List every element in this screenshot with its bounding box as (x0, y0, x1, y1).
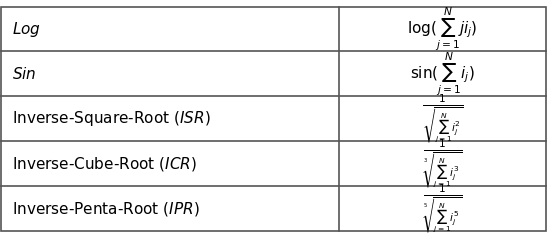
Text: $\sin(\sum_{j=1}^{N} i_j)$: $\sin(\sum_{j=1}^{N} i_j)$ (410, 50, 475, 98)
Text: $\frac{1}{\sqrt[5]{\sum_{j=1}^{N} i_j^5}}$: $\frac{1}{\sqrt[5]{\sum_{j=1}^{N} i_j^5}… (422, 182, 462, 235)
Text: Inverse-Cube-Root $(\mathit{ICR})$: Inverse-Cube-Root $(\mathit{ICR})$ (12, 155, 197, 173)
Text: Inverse-Penta-Root $(\mathit{IPR})$: Inverse-Penta-Root $(\mathit{IPR})$ (12, 199, 200, 217)
Text: Inverse-Square-Root $(\mathit{ISR})$: Inverse-Square-Root $(\mathit{ISR})$ (12, 109, 211, 128)
Text: $\frac{1}{\sqrt{\sum_{j=1}^{N} i_j^2}}$: $\frac{1}{\sqrt{\sum_{j=1}^{N} i_j^2}}$ (422, 93, 463, 145)
Text: $\mathit{Log}$: $\mathit{Log}$ (12, 19, 41, 39)
Text: $\frac{1}{\sqrt[3]{\sum_{j=1}^{N} i_j^3}}$: $\frac{1}{\sqrt[3]{\sum_{j=1}^{N} i_j^3}… (422, 138, 462, 190)
Text: $\log(\sum_{j=1}^{N} j i_j)$: $\log(\sum_{j=1}^{N} j i_j)$ (407, 5, 478, 53)
Text: $\mathit{Sin}$: $\mathit{Sin}$ (12, 66, 37, 82)
